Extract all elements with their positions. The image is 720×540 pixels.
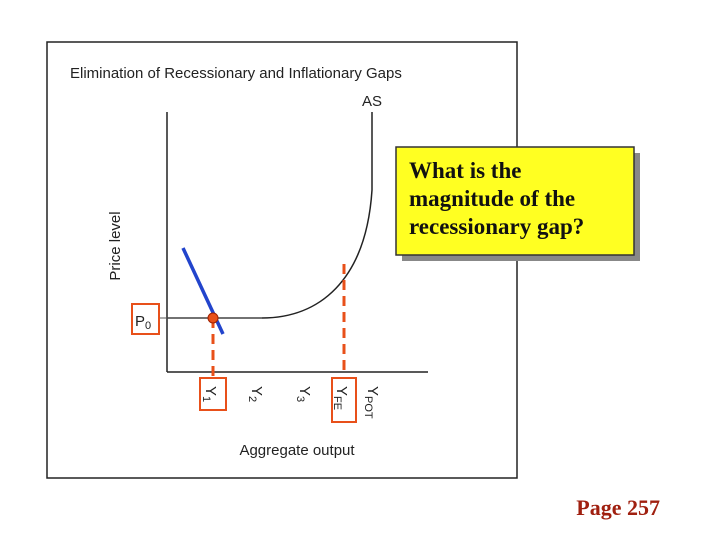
callout-line: recessionary gap? xyxy=(409,214,584,239)
page-number: Page 257 xyxy=(576,495,660,520)
output-label: Y1 xyxy=(200,386,219,402)
price-label: P0 xyxy=(135,313,151,332)
x-axis-label: Aggregate output xyxy=(239,442,355,459)
output-label: YFE xyxy=(331,386,350,410)
output-label: YPOT xyxy=(362,386,381,419)
equilibrium-point xyxy=(207,312,219,324)
callout-line: magnitude of the xyxy=(409,186,575,211)
yfe-highlight xyxy=(331,377,357,423)
output-label: Y2 xyxy=(246,386,265,402)
price-highlight xyxy=(131,303,160,335)
as-curve xyxy=(167,112,373,319)
output-label: Y3 xyxy=(294,386,313,402)
curve-label: AS xyxy=(362,93,382,110)
callout-box xyxy=(395,146,635,256)
y1-highlight xyxy=(199,377,227,411)
y-axis-label: Price level xyxy=(107,211,124,280)
diagram-title: Elimination of Recessionary and Inflatio… xyxy=(70,65,402,82)
callout-line: What is the xyxy=(409,158,521,183)
